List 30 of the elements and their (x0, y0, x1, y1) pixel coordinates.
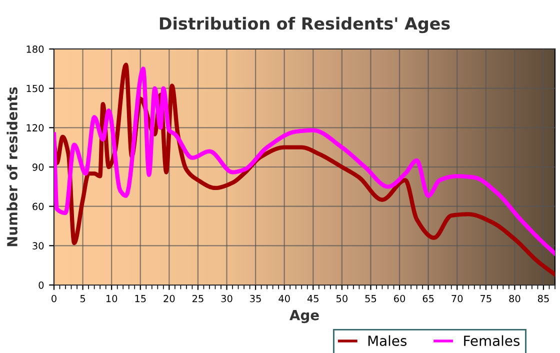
x-tick-label: 45 (307, 295, 318, 302)
x-tick-label: 20 (164, 294, 175, 302)
x-tick-label: 0 (52, 294, 56, 302)
y-tick-label: 180 (26, 45, 44, 53)
y-tick-label: 90 (32, 163, 44, 171)
x-tick-label: 65 (422, 294, 434, 302)
x-axis-title: Age (290, 310, 319, 324)
y-tick-label: 150 (26, 84, 44, 92)
x-tick-label: 70 (452, 294, 463, 302)
x-tick-label: 80 (509, 294, 520, 302)
y-tick-label: 120 (26, 124, 44, 132)
legend-label: Females (464, 335, 520, 346)
x-tick-label: 35 (250, 294, 261, 302)
x-tick-label: 40 (278, 294, 290, 302)
x-tick-label: 10 (106, 294, 118, 302)
x-tick-label: 5 (80, 295, 86, 302)
y-tick-label: 0 (38, 281, 44, 289)
x-tick-label: 15 (135, 295, 146, 302)
x-tick-label: 25 (192, 294, 204, 302)
x-tick-label: 50 (336, 294, 348, 302)
x-tick-label: 55 (365, 295, 376, 302)
y-axis-title: Number of residents (6, 87, 18, 246)
x-tick-label: 85 (538, 294, 549, 302)
x-tick-label: 75 (480, 295, 492, 302)
x-tick-label: 30 (221, 294, 232, 302)
legend-label: Males (368, 335, 407, 346)
y-tick-label: 60 (32, 202, 44, 210)
x-tick-label: 60 (394, 294, 406, 302)
y-tick-label: 30 (32, 242, 44, 250)
chart-title: Distribution of Residents' Ages (160, 16, 450, 34)
